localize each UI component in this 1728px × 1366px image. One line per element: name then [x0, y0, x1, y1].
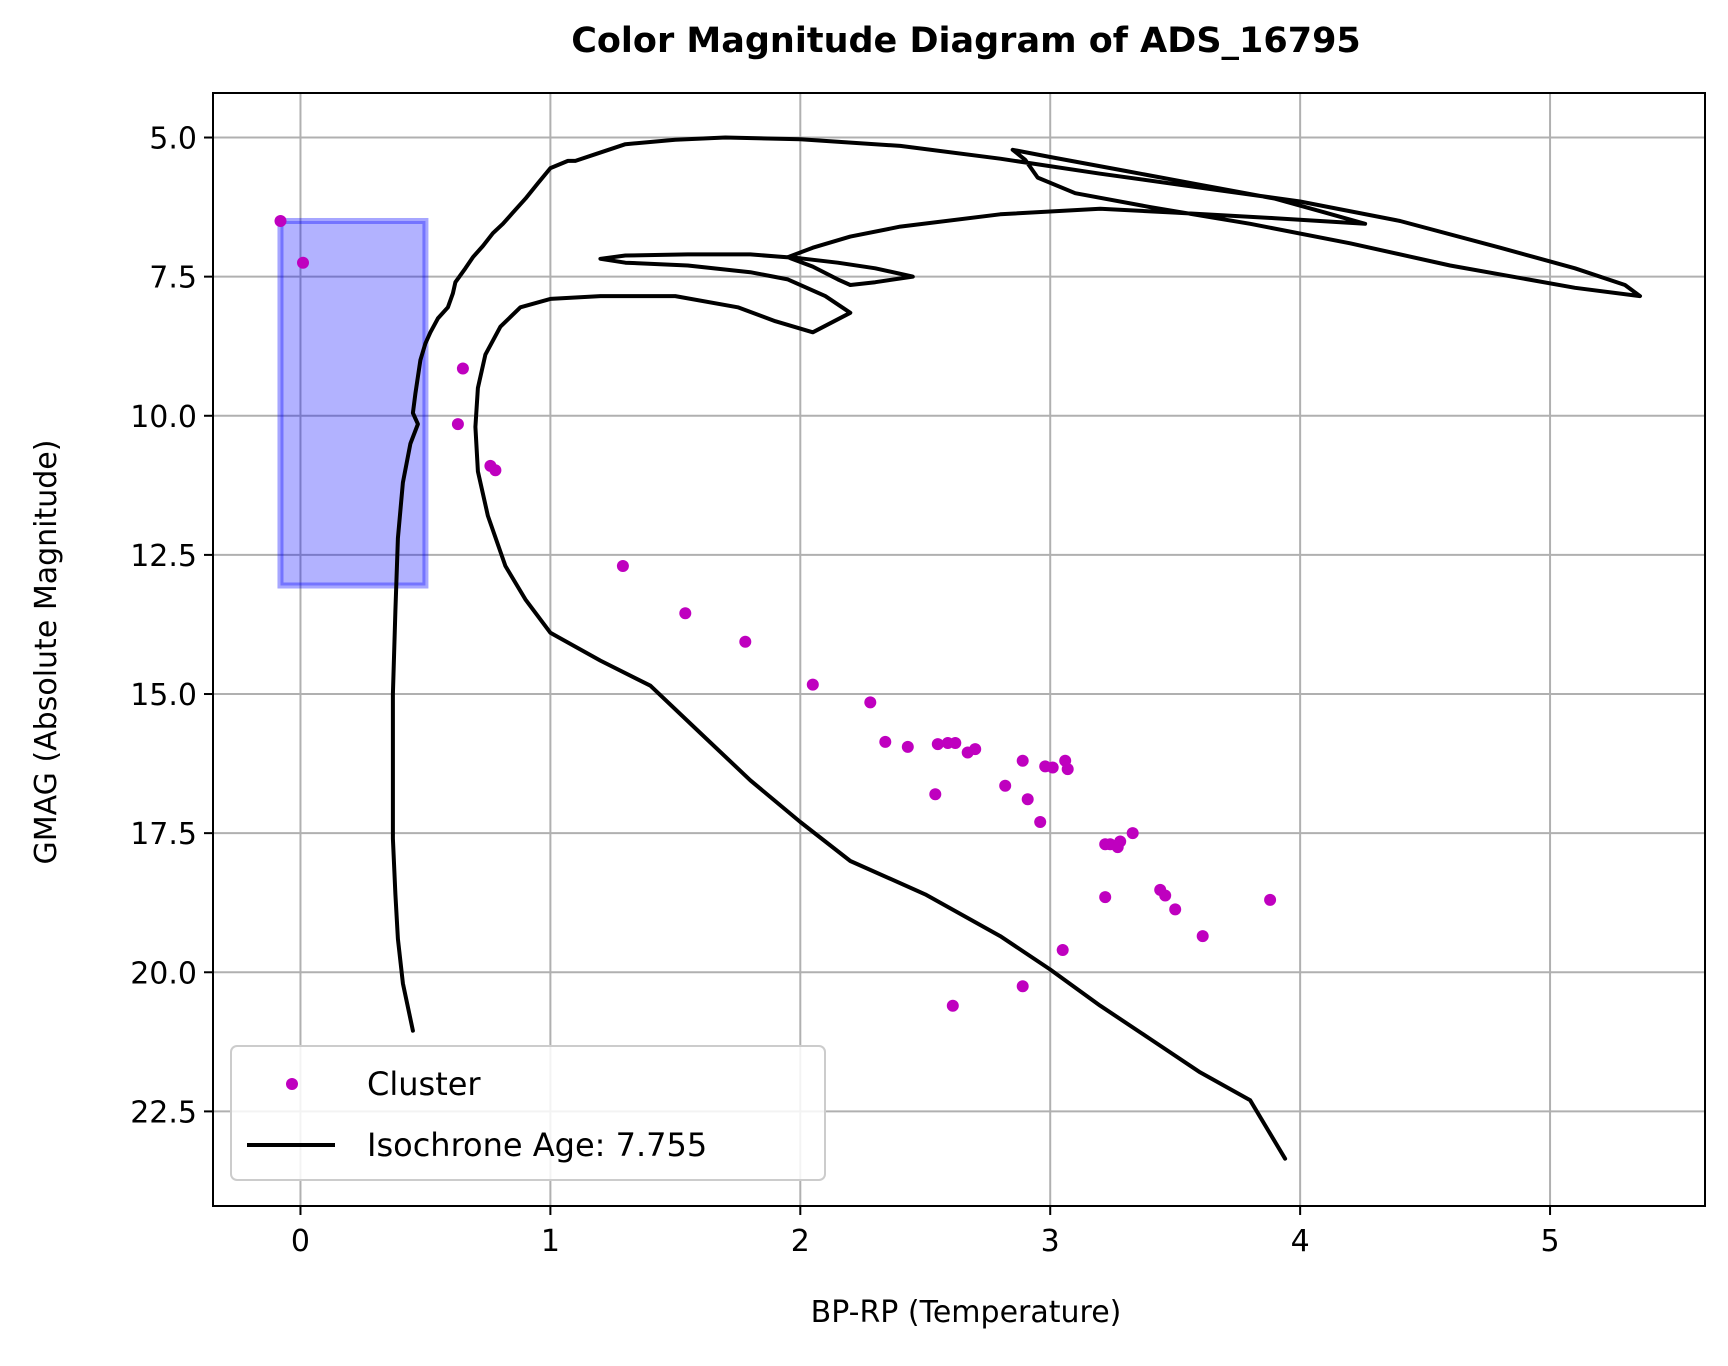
x-tick-label: 0 [291, 1224, 310, 1259]
cluster-point [931, 738, 944, 751]
y-tick-label: 10.0 [130, 400, 197, 435]
cluster-point [451, 418, 464, 431]
cluster-point [949, 737, 962, 749]
chart-title: Color Magnitude Diagram of ADS_16795 [571, 21, 1361, 61]
isochrone-layer [390, 135, 1642, 1161]
y-tick-label: 7.5 [149, 261, 197, 296]
plot-frame [212, 92, 1706, 1207]
cluster-point [929, 788, 942, 801]
cluster-point [1021, 793, 1034, 806]
cluster-point [1034, 816, 1047, 828]
legend-label-cluster: Cluster [367, 1065, 481, 1103]
y-tick-label: 20.0 [130, 956, 197, 991]
cluster-point [1016, 754, 1029, 767]
cluster-point [679, 607, 692, 620]
x-tick-label: 4 [1291, 1224, 1310, 1259]
y-tick-label: 17.5 [130, 817, 197, 852]
highlight-region [277, 217, 429, 589]
cluster-point [1016, 980, 1029, 993]
cluster-point [1061, 763, 1074, 776]
cluster-point [969, 743, 982, 756]
cluster-point [616, 560, 629, 572]
x-tick-label: 5 [1541, 1224, 1560, 1259]
cluster-point [1159, 889, 1172, 902]
isochrone-line [390, 135, 1642, 1161]
x-axis-label: BP-RP (Temperature) [811, 1295, 1122, 1330]
x-tick-label: 3 [1041, 1224, 1060, 1259]
highlight-region-layer [277, 217, 429, 589]
legend-box [230, 1045, 826, 1181]
y-axis-label: GMAG (Absolute Magnitude) [29, 440, 64, 865]
axis-ticks: 0 1 2 3 4 5 5.0 7.5 10.0 12.5 15.0 17.5 20.0 22.5 [130, 122, 1559, 1259]
cluster-point [879, 735, 892, 748]
x-tick-label: 2 [791, 1224, 810, 1259]
cluster-point [1264, 893, 1277, 906]
cluster-point [1169, 903, 1182, 916]
cluster-points-layer [274, 215, 1277, 1012]
y-tick-label: 5.0 [149, 122, 197, 157]
x-tick-label: 1 [541, 1224, 560, 1259]
cluster-point [456, 362, 469, 375]
cluster-point [999, 779, 1012, 792]
cluster-point [1056, 944, 1069, 956]
cluster-point [1114, 835, 1127, 848]
legend-label-isochrone: Isochrone Age: 7.755 [367, 1126, 707, 1164]
cluster-point [739, 635, 752, 648]
legend: Cluster Isochrone Age: 7.755 [230, 1045, 826, 1181]
y-tick-label: 12.5 [130, 539, 197, 574]
legend-marker-cluster [286, 1078, 298, 1090]
cluster-point [297, 256, 309, 269]
y-tick-label: 22.5 [130, 1095, 197, 1130]
cluster-point [946, 999, 959, 1012]
cluster-point [901, 740, 914, 753]
cluster-point [806, 678, 819, 691]
cluster-point [864, 696, 877, 709]
cluster-point [274, 215, 287, 227]
cluster-point [1126, 827, 1139, 840]
cluster-point [1196, 930, 1209, 943]
cluster-point [1099, 891, 1112, 904]
cluster-point [1046, 761, 1059, 774]
y-tick-label: 15.0 [130, 678, 197, 713]
cluster-point [489, 464, 502, 477]
